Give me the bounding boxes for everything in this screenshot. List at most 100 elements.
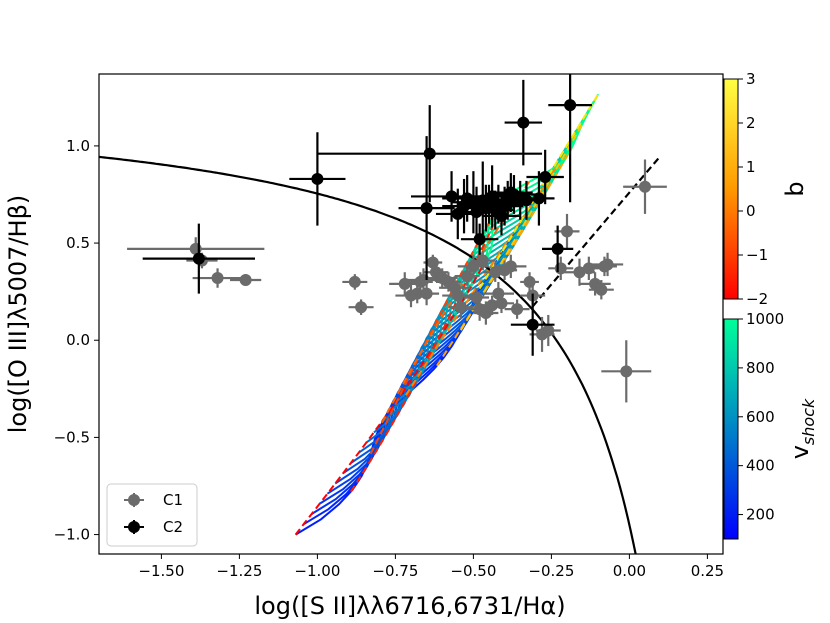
data-point-c2 [523, 171, 555, 226]
colorbar-b-ticks: −2 −1 0 1 2 3 [738, 70, 768, 308]
point-marker [564, 99, 577, 112]
point-marker [523, 275, 536, 288]
x-tick-label: −1.50 [138, 562, 184, 580]
point-marker [517, 116, 530, 129]
point-marker [420, 202, 433, 215]
point-marker [311, 172, 324, 185]
data-point-c1 [414, 281, 440, 306]
data-point-c1 [588, 279, 614, 300]
colorbar-vshock-tick-label: 800 [746, 359, 775, 377]
data-point-c1 [348, 299, 374, 315]
point-marker [532, 192, 545, 205]
colorbar-b-tick-label: 1 [746, 158, 756, 176]
colorbar-vshock-tick-label: 1000 [746, 310, 784, 328]
point-marker [348, 275, 361, 288]
legend-label-c2: C2 [163, 518, 183, 536]
y-axis-ticks: −1.0 −0.5 0.0 0.5 1.0 [54, 137, 99, 544]
model-b-track [459, 123, 584, 331]
data-point-c2 [510, 293, 555, 356]
colorbar-vshock-tick-label: 200 [746, 506, 775, 524]
legend-box [106, 483, 198, 547]
point-marker [239, 273, 252, 286]
point-marker [504, 260, 517, 273]
point-marker [542, 324, 555, 337]
data-point-c1 [579, 272, 611, 296]
data-point-c1 [535, 314, 561, 347]
colorbar-b-tick-label: −1 [746, 246, 768, 264]
colorbar-vshock-ticks: 200 400 600 800 1000 [738, 310, 784, 524]
point-marker [620, 365, 633, 378]
data-point-c1 [495, 254, 527, 279]
point-marker [495, 297, 508, 310]
x-tick-label: −0.25 [528, 562, 574, 580]
data-point-c1 [457, 254, 489, 279]
point-marker [561, 225, 573, 238]
data-point-c2 [548, 74, 592, 203]
data-point-c1 [504, 299, 530, 319]
data-point-c1 [548, 256, 574, 280]
data-point-c1 [192, 268, 243, 288]
data-point-c1 [448, 295, 474, 319]
model-b-track [405, 165, 558, 396]
data-point-c1 [591, 252, 624, 277]
point-marker [454, 301, 467, 314]
data-point-c2 [398, 136, 455, 280]
x-tick-label: 0.25 [691, 562, 724, 580]
x-tick-label: −0.75 [372, 562, 418, 580]
colorbar-vshock-tick-label: 400 [746, 457, 775, 475]
colorbar-b [723, 78, 739, 300]
data-point-c1 [342, 274, 368, 290]
data-point-c2 [542, 225, 574, 273]
x-axis-ticks: −1.50 −1.25 −1.00 −0.75 −0.50 −0.25 0.00 0.25 [138, 554, 724, 580]
point-marker [476, 254, 489, 267]
point-marker [467, 260, 480, 273]
x-axis-label: log([S II]λλ6716,6731/Hα) [254, 592, 565, 620]
colorbar-vshock-tick-label: 600 [746, 408, 775, 426]
point-marker [539, 170, 552, 183]
point-marker [420, 287, 433, 300]
colorbar-b-tick-label: −2 [746, 290, 768, 308]
colorbar-vshock-label: vshock [786, 398, 818, 459]
data-point-c1 [623, 159, 667, 214]
shock-model-grid [294, 93, 600, 536]
point-marker [211, 272, 224, 285]
data-point-c1 [454, 266, 480, 286]
point-marker [595, 283, 608, 296]
y-tick-label: −1.0 [54, 526, 90, 544]
colorbar-b-tick-label: 3 [746, 70, 756, 88]
point-marker [461, 270, 474, 283]
legend: C1 C2 [106, 483, 198, 547]
point-marker [639, 180, 651, 193]
data-point-c2 [289, 132, 346, 226]
colorbar-b-tick-label: 2 [746, 114, 756, 132]
data-point-c2 [526, 149, 564, 205]
model-b-track [294, 258, 488, 536]
point-marker [520, 194, 533, 207]
x-tick-label: −1.25 [216, 562, 262, 580]
data-point-c1 [489, 293, 514, 314]
point-marker [511, 303, 524, 316]
y-tick-label: 1.0 [66, 137, 90, 155]
data-point-c1 [576, 256, 602, 280]
y-tick-label: 0.0 [66, 331, 90, 349]
point-marker [551, 242, 564, 255]
data-point-c2 [317, 105, 543, 203]
data-point-c1 [601, 340, 652, 403]
point-marker [582, 262, 595, 275]
x-tick-label: −0.50 [450, 562, 496, 580]
point-marker [192, 252, 205, 265]
data-point-c1 [230, 273, 262, 286]
y-tick-label: 0.5 [66, 234, 90, 252]
model-b-track [436, 147, 573, 367]
data-point-c2 [504, 79, 543, 166]
data-points [127, 74, 667, 403]
colorbar-vshock [723, 318, 739, 540]
legend-marker-c2 [124, 520, 144, 534]
legend-marker-c1 [124, 493, 144, 507]
x-tick-label: −1.00 [294, 562, 340, 580]
point-marker [526, 318, 539, 331]
point-marker [601, 258, 614, 271]
colorbar-b-label: b [781, 181, 809, 196]
colorbar-b-tick-label: 0 [746, 202, 756, 220]
